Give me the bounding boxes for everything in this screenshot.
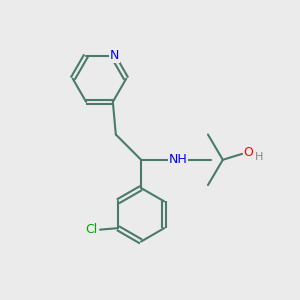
Text: O: O xyxy=(244,146,254,159)
Text: N: N xyxy=(110,49,119,62)
Text: NH: NH xyxy=(169,153,188,166)
Text: H: H xyxy=(255,152,264,162)
Text: Cl: Cl xyxy=(85,223,97,236)
